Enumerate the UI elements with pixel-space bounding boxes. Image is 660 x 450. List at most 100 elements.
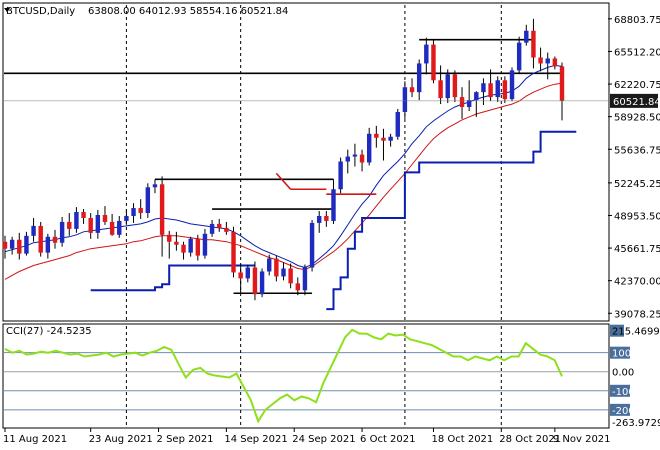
red-resistance-step xyxy=(275,172,292,190)
bull-candle xyxy=(495,80,500,98)
price-axis: 68803.75 65512.20 62220.75 58928.50 55636.75… xyxy=(608,15,660,320)
price-tick-label: 55636.75 xyxy=(614,145,660,156)
bull-candle xyxy=(124,215,129,221)
bear-candle xyxy=(252,267,258,295)
bull-candle xyxy=(259,271,265,295)
bear-candle xyxy=(431,44,436,81)
date-tick-label: 2 Sep 2021 xyxy=(157,434,214,445)
bull-candle xyxy=(302,267,308,291)
bull-candle xyxy=(338,161,343,190)
bull-candle xyxy=(281,268,286,277)
horizontal-levels xyxy=(4,38,562,295)
bear-candle xyxy=(374,133,379,138)
cci-tick-label: 100 xyxy=(612,349,631,360)
cci-header: CCI(27) -24.5235 xyxy=(6,326,92,337)
bear-candle xyxy=(174,241,179,245)
cci-axis: 215.4699 100 0.00 -100 -200-263.9729 xyxy=(610,324,660,429)
bear-candle xyxy=(2,241,8,249)
price-panel: 68803.75 65512.20 62220.75 58928.50 55636.75… xyxy=(2,2,660,322)
bull-candle xyxy=(466,100,472,108)
date-tick-label: 23 Aug 2021 xyxy=(89,434,153,445)
bear-candle xyxy=(102,215,108,222)
bull-candle xyxy=(245,267,251,279)
bull-candle xyxy=(545,58,550,64)
date-tick-label: 6 Oct 2021 xyxy=(360,434,415,445)
bear-candle xyxy=(181,244,186,253)
date-axis: 11 Aug 2021 23 Aug 2021 2 Sep 2021 14 Sep 2… xyxy=(3,428,611,445)
date-tick-label: 24 Sep 2021 xyxy=(292,434,355,445)
price-tick-label: 42370.00 xyxy=(614,277,660,288)
cci-level-badge xyxy=(610,324,624,337)
bull-candle xyxy=(131,208,136,216)
date-tick-label: 11 Aug 2021 xyxy=(3,434,67,445)
bear-candle xyxy=(274,258,279,277)
bear-candle xyxy=(138,208,143,214)
bull-candle xyxy=(395,111,400,137)
bear-candle xyxy=(438,80,443,99)
bear-candle xyxy=(167,234,172,242)
bear-candle xyxy=(217,223,222,228)
dropdown-triangle-icon[interactable] xyxy=(4,8,10,12)
current-price-tag: 60521.84 xyxy=(4,93,660,108)
bear-candle xyxy=(81,212,86,218)
indicator-lines xyxy=(4,64,577,311)
price-tick-label: 65512.20 xyxy=(614,47,660,58)
header-symbol: BTCUSD,Daily xyxy=(6,6,75,17)
bull-candle xyxy=(59,221,65,243)
cci-series-line xyxy=(4,328,563,424)
price-tick-label: 48953.50 xyxy=(614,211,660,222)
bear-candle xyxy=(17,239,22,254)
bull-candle xyxy=(445,74,450,99)
cci-level-badge xyxy=(610,346,630,359)
bull-candle xyxy=(95,215,101,233)
bear-candle xyxy=(67,221,72,229)
date-tick-label: 28 Oct 2021 xyxy=(499,434,561,445)
price-tick-label: 68803.75 xyxy=(614,15,660,26)
bull-candle xyxy=(509,70,515,100)
cci-level-badge xyxy=(610,384,630,397)
bear-candle xyxy=(452,74,458,98)
bear-candle xyxy=(531,30,536,58)
bear-candle xyxy=(459,97,465,108)
bear-candle xyxy=(409,87,415,93)
bull-candle xyxy=(516,42,522,71)
date-tick-label: 18 Oct 2021 xyxy=(431,434,493,445)
price-tick-label: 39078.25 xyxy=(614,309,660,320)
bear-candle xyxy=(559,66,565,101)
bull-candle xyxy=(481,83,486,93)
bull-candle xyxy=(524,30,529,43)
price-tick-label: 45661.75 xyxy=(614,244,660,255)
bull-candle xyxy=(188,238,193,253)
bear-candle xyxy=(52,236,58,243)
cci-tick-label: 0.00 xyxy=(612,368,634,379)
bull-candle xyxy=(9,239,15,249)
red-moving-average-line xyxy=(4,82,563,280)
bull-candle xyxy=(352,154,358,157)
bear-candle xyxy=(238,272,243,279)
bear-candle xyxy=(38,225,43,253)
bull-candle xyxy=(24,235,29,254)
bull-candle xyxy=(366,133,372,163)
cci-tick-label: 215.4699 xyxy=(612,327,660,338)
bull-candle xyxy=(202,233,208,256)
date-tick-label: 9 Nov 2021 xyxy=(553,434,611,445)
bear-candle xyxy=(488,83,493,98)
blue-support-step-line xyxy=(90,130,577,311)
bull-candle xyxy=(474,92,479,101)
bull-candle xyxy=(74,212,79,229)
date-tick-label: 14 Sep 2021 xyxy=(224,434,287,445)
price-tick-label: 62220.75 xyxy=(614,80,660,91)
cci-line xyxy=(4,328,563,424)
header-ohlc: 63808.00 64012.93 58554.16 60521.84 xyxy=(88,6,288,17)
bull-candle xyxy=(416,63,422,93)
bull-candle xyxy=(45,236,51,253)
bull-candle xyxy=(388,136,393,141)
bear-candle xyxy=(195,238,201,256)
bear-candle xyxy=(288,268,293,284)
price-tick-label: 58928.50 xyxy=(614,113,660,124)
bear-candle xyxy=(381,137,386,141)
bull-candle xyxy=(145,187,151,214)
bear-candle xyxy=(224,227,229,232)
bear-candle xyxy=(324,215,329,221)
